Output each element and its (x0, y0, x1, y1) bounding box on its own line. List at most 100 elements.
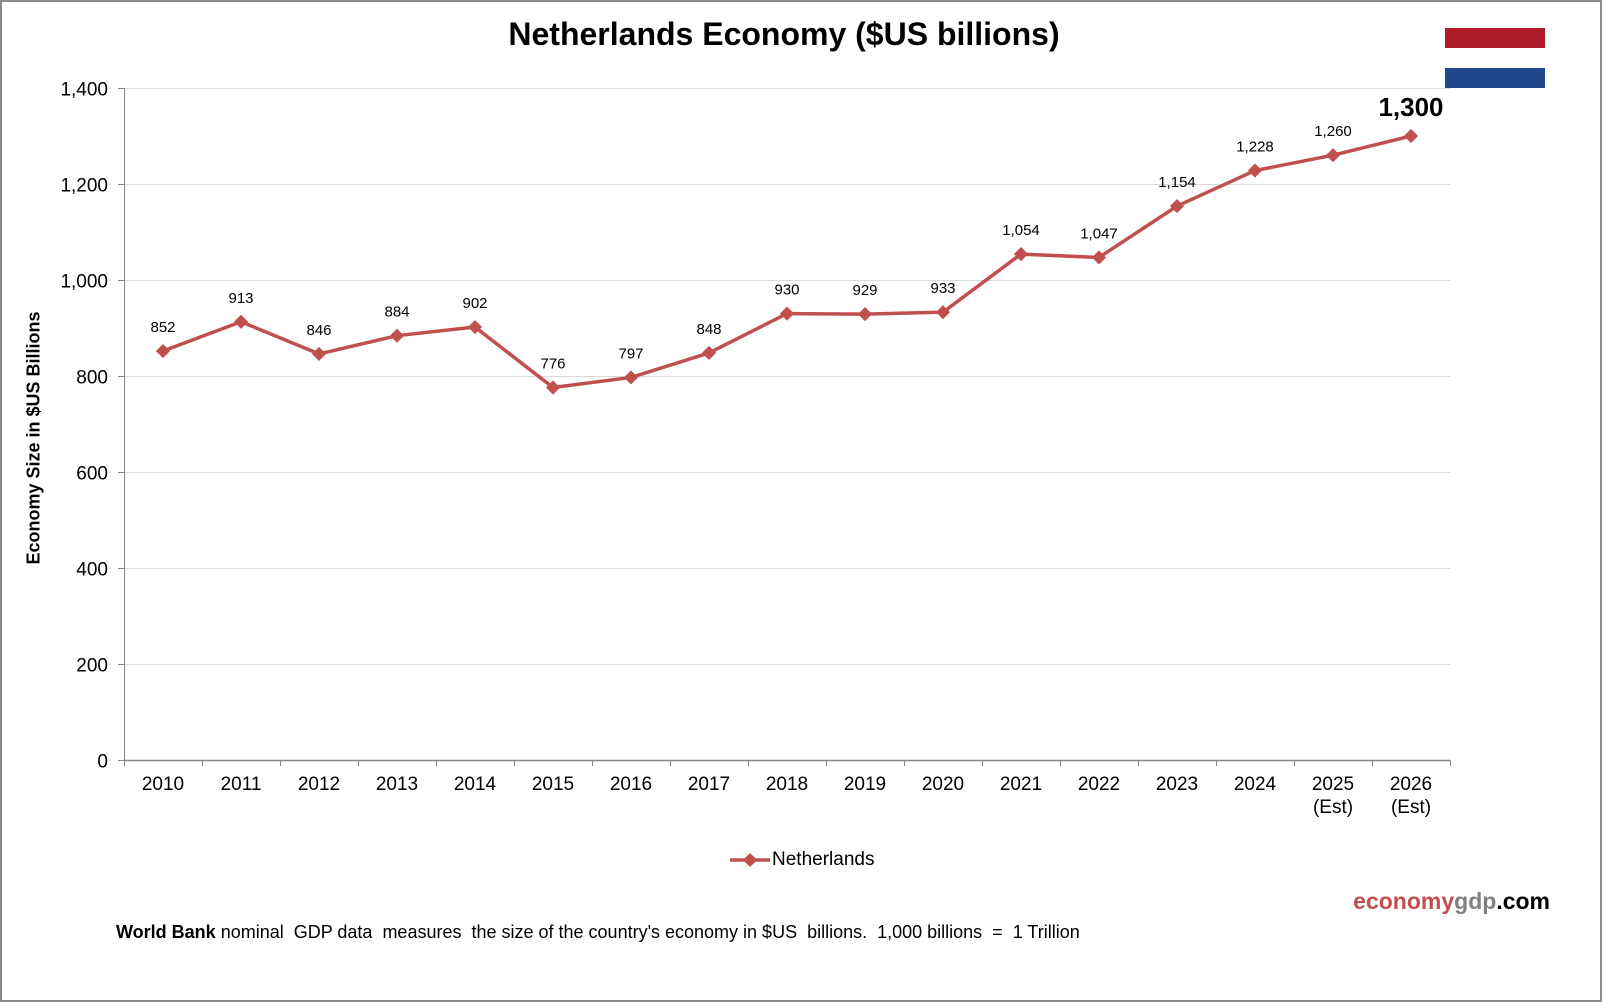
data-point-marker (1325, 148, 1341, 163)
data-point-marker (935, 305, 951, 320)
x-tick-label-line: 2019 (844, 774, 886, 795)
footnote-source: World Bank (116, 922, 216, 942)
x-tick-label: 2025 (Est) (1312, 774, 1354, 818)
chart-title: Netherlands Economy ($US billions) (508, 16, 1060, 52)
brand-logo[interactable]: economygdp.com (1353, 888, 1550, 915)
brand-part-economy: economy (1353, 888, 1455, 914)
x-tick-label: 2018 (766, 774, 808, 795)
data-label: 846 (306, 322, 331, 339)
x-tick-label-line: 2017 (688, 774, 730, 795)
data-label-highlight: 1,300 (1378, 92, 1443, 122)
x-tick-label-line: 2020 (922, 774, 964, 795)
flag-stripe-white (1445, 48, 1545, 68)
data-point-marker (701, 345, 717, 361)
x-tick-label-line: 2010 (142, 774, 184, 795)
data-label: 884 (384, 304, 409, 321)
data-point-marker (155, 343, 171, 359)
x-tick-label-line: 2023 (1156, 774, 1198, 795)
data-label: 902 (462, 295, 487, 312)
series-line (162, 134, 1412, 390)
y-tick-label: 0 (97, 752, 108, 773)
gridlines (124, 88, 1450, 665)
netherlands-flag-icon (1445, 28, 1545, 88)
x-tick-label: 2016 (610, 774, 652, 795)
x-tick-label-line: 2016 (610, 774, 652, 795)
data-label: 776 (540, 356, 565, 373)
legend[interactable]: Netherlands (730, 849, 874, 871)
data-point-marker (779, 306, 795, 321)
x-tick-label-line: 2011 (221, 774, 262, 795)
data-point-marker (1013, 247, 1029, 262)
data-label: 1,260 (1314, 123, 1352, 140)
series-netherlands (155, 128, 1419, 395)
data-point-marker (623, 370, 639, 385)
x-tick-label-line: 2021 (1000, 774, 1042, 795)
flag-stripe-red (1445, 28, 1545, 48)
data-point-marker (311, 346, 327, 361)
x-tick-label-line: 2012 (298, 774, 340, 795)
x-tick-label-line: 2025 (1312, 774, 1354, 795)
data-label: 1,228 (1236, 139, 1274, 156)
data-point-marker (1169, 199, 1185, 214)
x-tick-label: 2021 (1000, 774, 1042, 795)
y-tick-labels: 0 200 400 600 800 1,000 1,200 1,400 (60, 80, 108, 773)
footnote: World Bank nominal GDP data measures the… (116, 922, 1080, 943)
data-label: 1,054 (1002, 222, 1040, 239)
data-label: 797 (618, 345, 643, 362)
x-tick-label: 2020 (922, 774, 964, 795)
x-tick-label: 2015 (532, 774, 574, 795)
data-label: 1,047 (1080, 225, 1118, 242)
y-tick-label: 200 (76, 656, 108, 677)
data-label: 848 (696, 321, 721, 338)
y-tick-label: 1,200 (60, 176, 108, 197)
data-label: 929 (852, 282, 877, 299)
x-tick-label: 2026 (Est) (1390, 774, 1432, 818)
data-point-marker (233, 314, 249, 329)
x-tick-label: 2019 (844, 774, 886, 795)
data-label: 930 (774, 282, 799, 299)
data-label: 913 (228, 290, 253, 307)
x-tick-label-line: 2026 (1390, 774, 1432, 795)
brand-part-gdp: gdp (1454, 888, 1497, 914)
data-point-marker (857, 307, 873, 322)
data-point-marker (389, 328, 405, 343)
x-tick-labels: 2010 2011 2012 2013 2014 2015 2016 2017 2018 2019… (142, 774, 1432, 818)
data-label: 852 (150, 319, 175, 336)
x-tick-label-line: 2015 (532, 774, 574, 795)
x-tick-label-line: 2013 (376, 774, 418, 795)
x-tick-label-line: (Est) (1391, 797, 1431, 818)
y-tick-label: 400 (76, 560, 108, 581)
data-labels: 852 913 846 884 902 776 797 848 930 929 933 1,054 1,… (150, 92, 1443, 373)
data-point-marker (1247, 163, 1263, 178)
x-tick-label-line: 2018 (766, 774, 808, 795)
x-tick-label: 2011 (221, 774, 262, 795)
x-tick-label: 2024 (1234, 774, 1277, 795)
flag-stripe-blue (1445, 68, 1545, 88)
data-label: 933 (930, 280, 955, 297)
axes (118, 88, 1451, 766)
x-tick-label: 2017 (688, 774, 730, 795)
x-tick-label-line: 2014 (454, 774, 497, 795)
x-tick-label: 2014 (454, 774, 497, 795)
brand-part-com: .com (1496, 888, 1550, 914)
x-tick-label-line: (Est) (1313, 797, 1353, 818)
data-point-marker (1403, 128, 1419, 144)
x-tick-label: 2023 (1156, 774, 1198, 795)
data-point-marker (545, 380, 561, 395)
data-point-marker (467, 319, 483, 335)
y-tick-label: 1,400 (60, 80, 108, 101)
y-tick-label: 800 (76, 368, 108, 389)
x-tick-label: 2010 (142, 774, 184, 795)
y-tick-label: 1,000 (60, 272, 108, 293)
legend-label: Netherlands (772, 849, 875, 870)
x-tick-label-line: 2022 (1078, 774, 1120, 795)
legend-marker-icon (730, 853, 770, 867)
y-tick-label: 600 (76, 464, 108, 485)
data-point-marker (1091, 250, 1107, 265)
x-tick-label: 2012 (298, 774, 340, 795)
footnote-text: nominal GDP data measures the size of th… (215, 922, 1080, 942)
x-tick-label-line: 2024 (1234, 774, 1277, 795)
x-tick-label: 2013 (376, 774, 418, 795)
